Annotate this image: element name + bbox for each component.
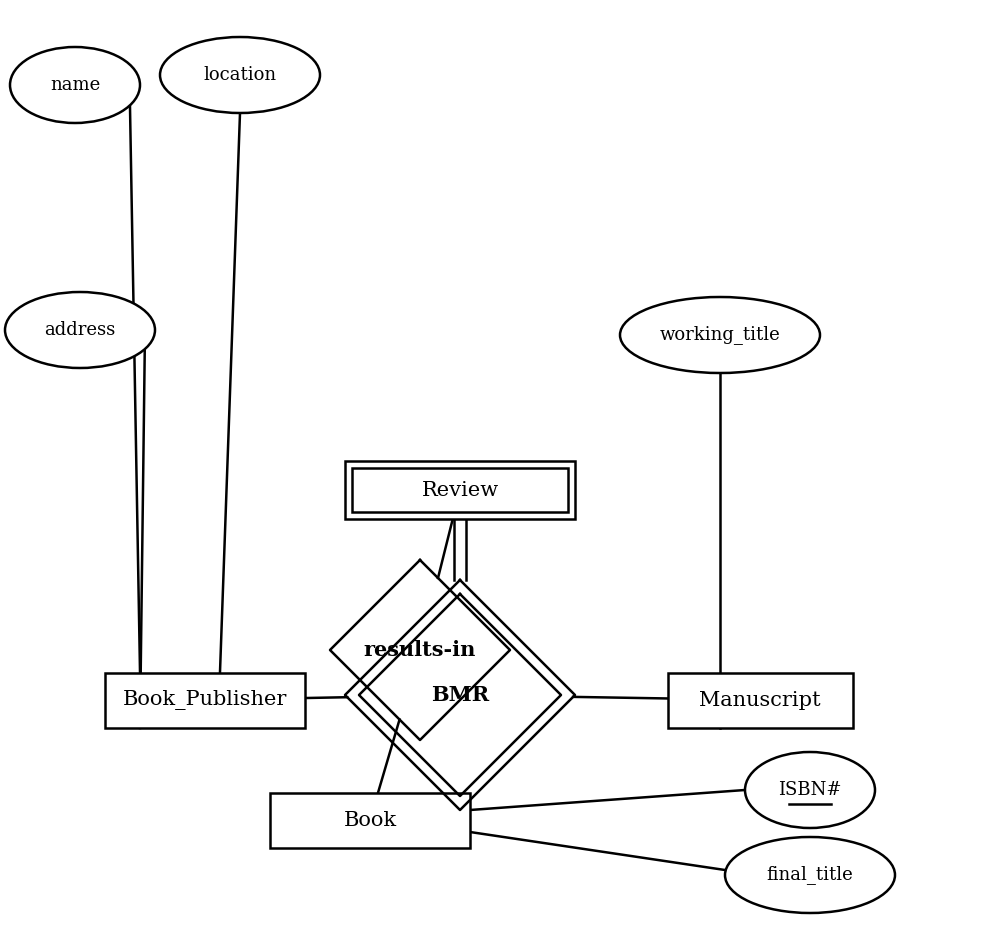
Ellipse shape: [620, 297, 820, 373]
Text: Book_Publisher: Book_Publisher: [123, 690, 287, 710]
Text: results-in: results-in: [363, 640, 476, 660]
Ellipse shape: [745, 752, 875, 828]
Text: Manuscript: Manuscript: [699, 690, 821, 710]
Bar: [345, 461, 575, 519]
Text: location: location: [203, 66, 276, 84]
Ellipse shape: [5, 292, 155, 368]
Text: working_title: working_title: [659, 326, 780, 345]
Text: BMR: BMR: [431, 685, 489, 705]
Text: address: address: [45, 321, 116, 339]
Bar: [105, 672, 305, 728]
Text: name: name: [50, 76, 100, 94]
Text: Review: Review: [422, 480, 499, 499]
Ellipse shape: [10, 47, 140, 123]
Bar: [270, 793, 470, 848]
Bar: [352, 468, 568, 512]
Text: ISBN#: ISBN#: [778, 781, 841, 799]
Ellipse shape: [160, 37, 320, 113]
Text: Book: Book: [344, 811, 397, 830]
Text: final_title: final_title: [766, 866, 853, 885]
Bar: [667, 672, 852, 728]
Ellipse shape: [725, 837, 895, 913]
